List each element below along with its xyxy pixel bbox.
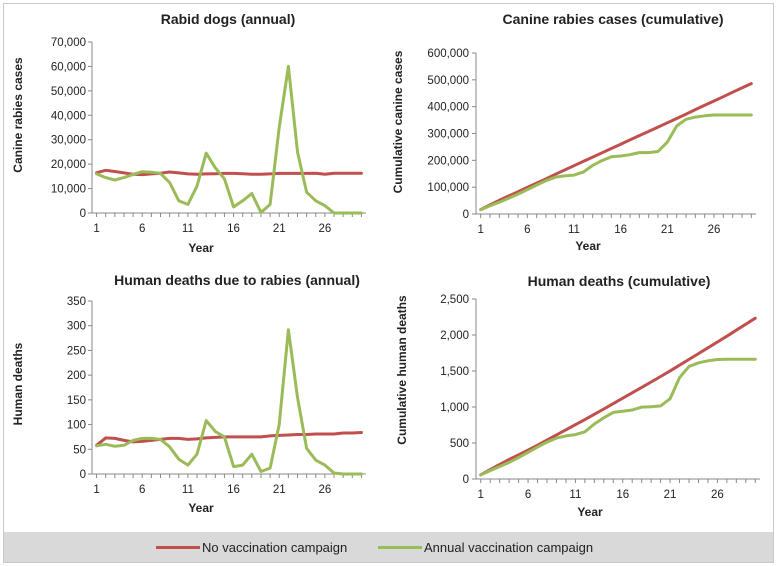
legend-label-no-vaccination: No vaccination campaign bbox=[202, 539, 348, 555]
y-tick-label: 50 bbox=[73, 444, 86, 456]
y-tick-label: 100,000 bbox=[427, 182, 469, 194]
series-line-vaccination bbox=[479, 113, 753, 212]
x-tick-label: 6 bbox=[139, 223, 145, 235]
y-tick-label: 400,000 bbox=[427, 102, 469, 114]
y-tick-label: 2,500 bbox=[440, 294, 469, 306]
series-line-no-vaccination bbox=[95, 431, 363, 447]
x-tick-label: 6 bbox=[525, 489, 531, 501]
y-tick-label: 0 bbox=[463, 209, 469, 221]
x-tick-label: 1 bbox=[93, 223, 99, 235]
x-tick-label: 1 bbox=[477, 224, 483, 236]
y-tick-label: 150 bbox=[67, 395, 86, 407]
y-tick-label: 200,000 bbox=[427, 155, 469, 167]
y-tick-label: 20,000 bbox=[51, 159, 86, 171]
y-tick-label: 300 bbox=[67, 321, 86, 333]
series-line-no-vaccination bbox=[479, 82, 753, 212]
x-tick-label: 16 bbox=[227, 484, 240, 496]
legend-label-vaccination: Annual vaccination campaign bbox=[424, 539, 594, 555]
chart-title: Rabid dogs (annual) bbox=[161, 11, 296, 27]
chart-rabid-dogs-annual: Rabid dogs (annual) Canine rabies cases Ye… bbox=[11, 11, 366, 255]
y-axis-label: Canine rabies cases bbox=[11, 57, 25, 173]
y-axis-label: Cumulative human deaths bbox=[395, 295, 409, 445]
legend-swatch-vaccination bbox=[378, 545, 422, 549]
x-tick-label: 26 bbox=[319, 484, 332, 496]
y-tick-label: 30,000 bbox=[51, 135, 86, 147]
series-line-no-vaccination bbox=[95, 168, 363, 177]
x-axis-label: Year bbox=[188, 501, 214, 515]
legend-entry-vaccination: Annual vaccination campaign bbox=[378, 532, 593, 562]
y-tick-label: 500,000 bbox=[427, 75, 469, 87]
x-tick-label: 11 bbox=[182, 223, 194, 235]
x-tick-label: 11 bbox=[182, 484, 194, 496]
x-tick-label: 11 bbox=[568, 224, 580, 236]
chart-title: Human deaths due to rabies (annual) bbox=[114, 272, 360, 288]
y-tick-label: 1,000 bbox=[440, 402, 469, 414]
y-tick-label: 600,000 bbox=[427, 48, 469, 60]
y-tick-label: 200 bbox=[67, 370, 86, 382]
x-tick-label: 21 bbox=[273, 223, 286, 235]
chart-human-deaths-cumulative: Human deaths (cumulative) Cumulative huma… bbox=[395, 273, 760, 519]
x-tick-label: 26 bbox=[711, 489, 724, 501]
series-line-vaccination bbox=[95, 64, 363, 215]
y-tick-label: 50,000 bbox=[51, 86, 86, 98]
y-axis-label: Cumulative canine cases bbox=[391, 50, 405, 193]
y-tick-label: 100 bbox=[67, 420, 86, 432]
y-tick-label: 1,500 bbox=[440, 366, 469, 378]
chart-title: Canine rabies cases (cumulative) bbox=[503, 11, 724, 27]
y-tick-label: 60,000 bbox=[51, 61, 86, 73]
x-tick-label: 21 bbox=[664, 489, 677, 501]
x-tick-label: 6 bbox=[139, 484, 145, 496]
legend-entry-no-vaccination: No vaccination campaign bbox=[156, 532, 347, 562]
series-line-vaccination bbox=[479, 357, 757, 477]
figure-frame bbox=[3, 3, 774, 563]
legend: No vaccination campaign Annual vaccinati… bbox=[4, 532, 773, 562]
charts-canvas: Rabid dogs (annual) Canine rabies cases Ye… bbox=[11, 11, 760, 519]
y-tick-label: 10,000 bbox=[51, 184, 86, 196]
x-tick-label: 6 bbox=[524, 224, 530, 236]
x-tick-label: 1 bbox=[93, 484, 99, 496]
series-line-vaccination bbox=[95, 328, 363, 476]
x-tick-label: 26 bbox=[319, 223, 332, 235]
x-axis-label: Year bbox=[577, 505, 603, 519]
y-axis-label: Human deaths bbox=[11, 342, 25, 425]
y-tick-label: 70,000 bbox=[51, 37, 86, 49]
y-tick-label: 2,000 bbox=[440, 330, 469, 342]
x-tick-label: 21 bbox=[661, 224, 674, 236]
y-tick-label: 0 bbox=[463, 474, 469, 486]
y-tick-label: 40,000 bbox=[51, 110, 86, 122]
x-axis-label: Year bbox=[188, 241, 214, 255]
series-line-no-vaccination bbox=[479, 316, 757, 477]
x-tick-label: 16 bbox=[227, 223, 240, 235]
y-tick-label: 500 bbox=[450, 438, 469, 450]
chart-human-deaths-annual: Human deaths due to rabies (annual) Human… bbox=[11, 272, 366, 515]
legend-swatch-no-vaccination bbox=[156, 545, 200, 549]
y-tick-label: 350 bbox=[67, 296, 86, 308]
y-tick-label: 250 bbox=[67, 345, 86, 357]
x-tick-label: 26 bbox=[708, 224, 721, 236]
chart-canine-cumulative: Canine rabies cases (cumulative) Cumulati… bbox=[391, 11, 756, 253]
x-tick-label: 16 bbox=[614, 224, 627, 236]
x-tick-label: 16 bbox=[616, 489, 629, 501]
x-tick-label: 21 bbox=[273, 484, 286, 496]
x-tick-label: 1 bbox=[478, 489, 484, 501]
chart-title: Human deaths (cumulative) bbox=[528, 273, 711, 289]
x-tick-label: 11 bbox=[569, 489, 581, 501]
x-axis-label: Year bbox=[575, 239, 601, 253]
y-tick-label: 0 bbox=[80, 469, 86, 481]
y-tick-label: 300,000 bbox=[427, 129, 469, 141]
y-tick-label: 0 bbox=[80, 208, 86, 220]
